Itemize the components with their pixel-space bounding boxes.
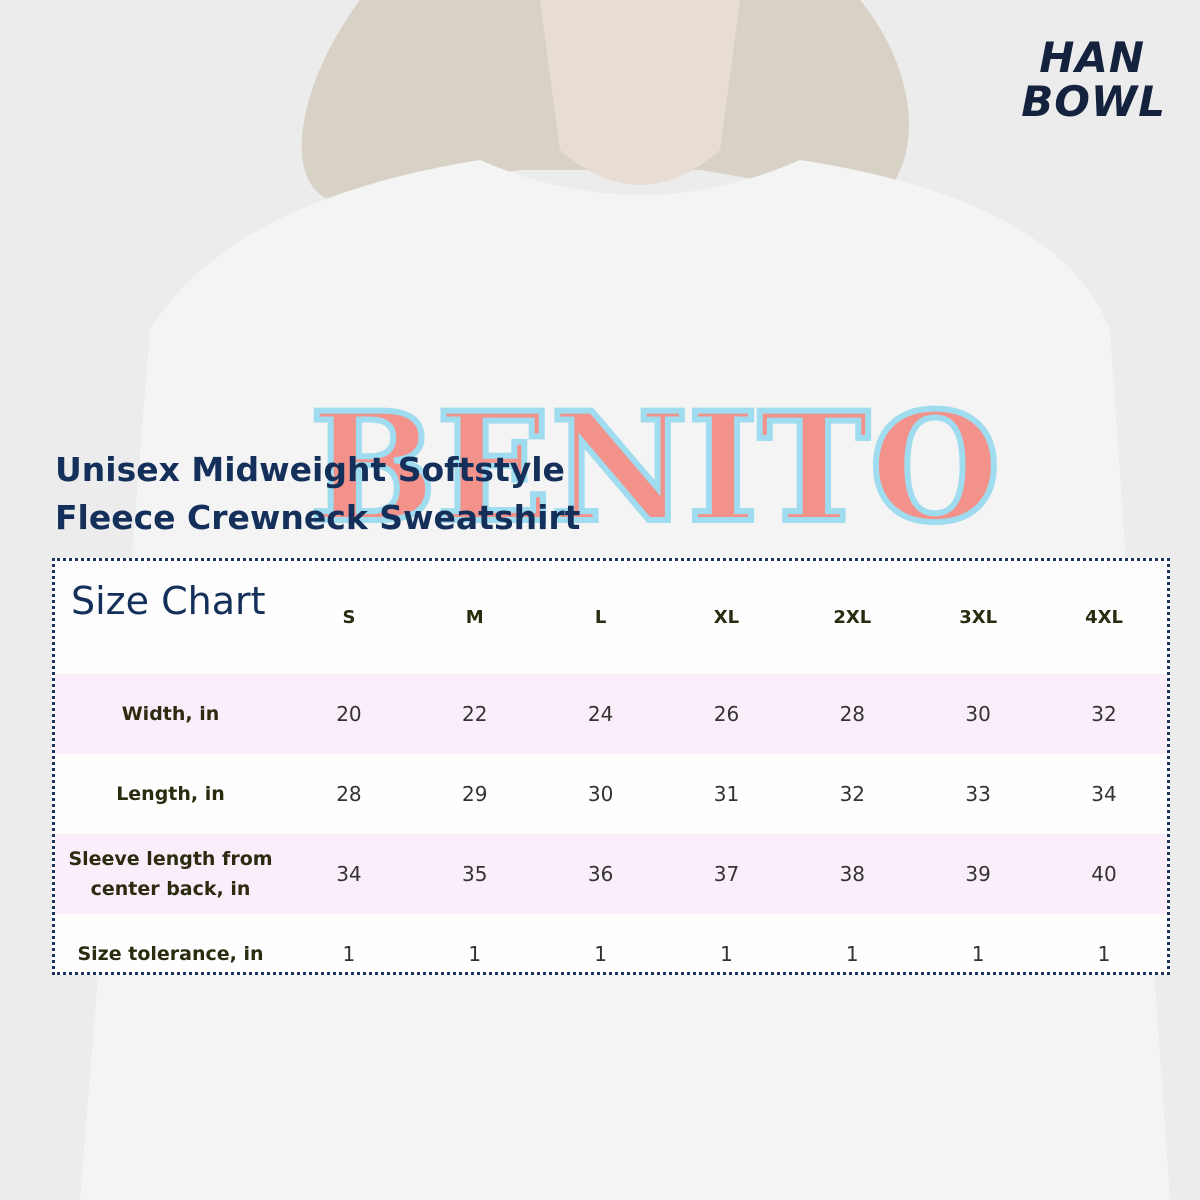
table-row: Width, in 20 22 24 26 28 30 32 [55,674,1167,754]
row-label: Size tolerance, in [77,943,264,965]
logo: HAN BOWL [1021,36,1166,124]
logo-line: HAN [1039,33,1145,82]
size-header: 3XL [959,607,998,628]
cell-value: 1 [720,942,733,966]
cell-value: 34 [1091,782,1117,806]
title-line: Unisex Midweight Softstyle [55,450,565,489]
row-label: Width, in [55,674,286,754]
cell-value: 40 [1041,834,1167,914]
size-header: M [465,607,484,628]
table-row: Sleeve length from center back, in 34 35 36… [55,834,1167,914]
cell-value: 28 [336,782,362,806]
table-caption: Size Chart [71,579,266,623]
cell-value: 29 [462,782,488,806]
cell-value: 37 [663,834,790,914]
row-label: Sleeve length from center back, in [55,834,286,914]
cell-value: 24 [537,674,664,754]
cell-value: 36 [537,834,664,914]
cell-value: 34 [286,834,412,914]
cell-value: 1 [342,942,356,966]
cell-value: 39 [915,834,1042,914]
cell-value: 31 [713,782,740,806]
cell-value: 33 [965,782,991,806]
neck [540,0,740,185]
table-row: Length, in 28 29 30 31 32 33 34 [55,754,1167,834]
title-line: Fleece Crewneck Sweatshirt [55,498,581,537]
shirt-print: BENITO [310,380,1001,556]
size-table: Size Chart S M L XL 2XL 3XL 4XL Width, in 20 22 2… [55,561,1167,994]
cell-value: 30 [915,674,1042,754]
size-header: XL [713,607,740,628]
cell-value: 1 [594,942,607,966]
cell-value: 26 [663,674,790,754]
row-label: Length, in [116,783,225,805]
cell-value: 28 [789,674,916,754]
logo-line: BOWL [1021,77,1166,126]
size-header: 4XL [1085,607,1123,628]
size-header: S [342,607,356,628]
cell-value: 22 [411,674,538,754]
cell-value: 1 [971,942,985,966]
cell-value: 1 [468,942,482,966]
cell-value: 38 [789,834,916,914]
cell-value: 30 [587,782,614,806]
header-row: Size Chart S M L XL 2XL 3XL 4XL [55,561,1167,674]
cell-value: 1 [845,942,859,966]
cell-value: 32 [839,782,866,806]
table-body: Width, in 20 22 24 26 28 30 32 Length, in 28 29 30 3… [55,674,1167,994]
size-header: L [594,607,607,628]
size-header: 2XL [833,607,872,628]
size-chart: Size Chart S M L XL 2XL 3XL 4XL Width, in 20 22 2… [52,558,1170,975]
cell-value: 1 [1097,942,1111,966]
cell-value: 20 [286,674,412,754]
table-row: Size tolerance, in 1 1 1 1 1 1 1 [55,914,1167,994]
cell-value: 35 [411,834,538,914]
product-title: Unisex Midweight Softstyle Fleece Crewne… [55,446,580,542]
cell-value: 32 [1041,674,1167,754]
